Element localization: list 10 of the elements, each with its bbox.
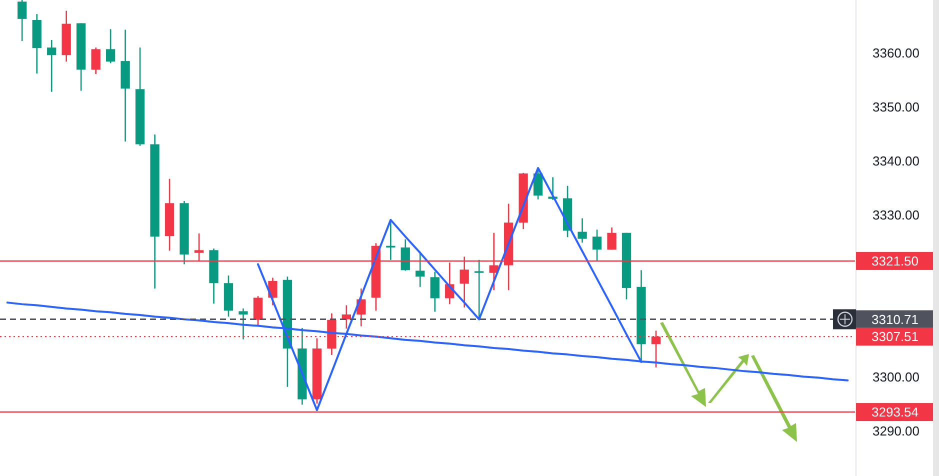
- y-tick-label: 3340.00: [872, 154, 920, 169]
- y-tick-label: 3300.00: [872, 370, 920, 385]
- ref-line-label: 3307.51: [872, 329, 918, 344]
- ref-line-label: 3293.54: [872, 404, 918, 420]
- ref-line-label: 3310.71: [872, 312, 918, 327]
- y-tick-label: 3350.00: [872, 100, 920, 115]
- y-tick-label: 3360.00: [872, 46, 920, 60]
- ref-line-label: 3321.50: [872, 254, 918, 269]
- y-tick-label: 3330.00: [872, 208, 920, 223]
- y-tick-label: 3290.00: [872, 424, 920, 439]
